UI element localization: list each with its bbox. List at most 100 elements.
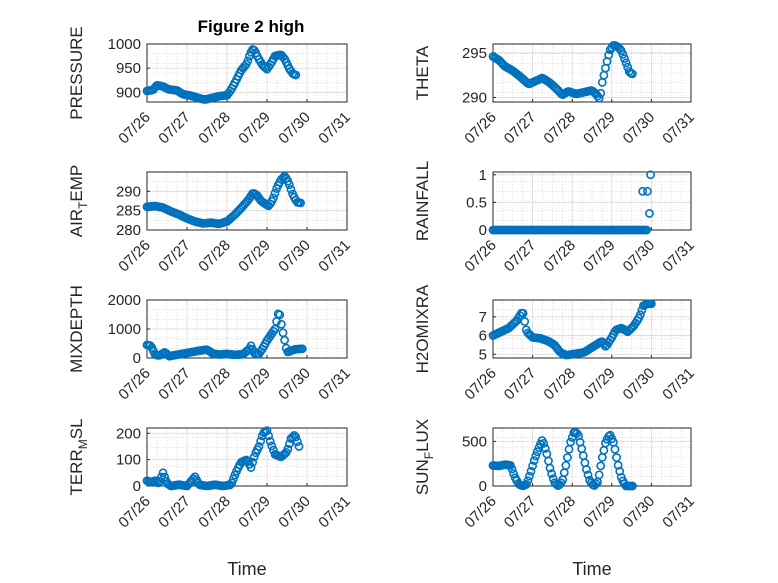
data-point [296,198,305,208]
data-point [262,426,272,436]
data-point [528,461,537,471]
data-point [523,476,533,486]
data-point [594,470,604,480]
x-tick-label: 07/30 [620,365,659,404]
subplot-rainfall: 0 0.5 1 07/26 07/27 07/28 07/29 07/30 07/31 RAINF… [413,161,698,276]
y-tick-label: 280 [116,222,141,239]
x-tick-label: 07/30 [275,109,314,148]
x-tick-label: 07/26 [461,109,500,148]
x-tick-label: 07/28 [540,109,579,148]
subplot-terr-msl: 0 100 200 07/26 07/27 07/28 07/29 07/30 07/31 TER… [67,418,354,579]
x-tick-label: 07/27 [155,109,194,148]
data-point [531,451,541,461]
data-point [642,225,652,235]
data-point [635,310,645,319]
x-tick-label: 07/31 [659,109,698,148]
data-point [645,209,654,218]
data-point [582,465,591,474]
data-point [596,461,606,471]
x-tick-label: 07/30 [275,237,314,276]
data-point [509,469,518,478]
data-point [545,463,555,473]
x-tick-label: 07/27 [501,493,540,532]
x-tick-label: 07/30 [620,237,659,276]
y-axis-label: SUNFLUX [413,419,436,495]
x-tick-label: 07/27 [501,365,540,404]
x-tick-label: 07/31 [315,109,354,148]
data-point [294,442,304,451]
y-tick-label: 1000 [108,36,141,53]
x-tick-label: 07/26 [461,365,500,404]
data-point [532,447,542,457]
y-tick-label: 950 [116,60,141,77]
x-tick-label: 07/27 [501,237,540,276]
y-tick-label: 290 [116,183,141,200]
y-tick-label: 2000 [108,292,141,309]
axes-frame [492,43,692,103]
data-point [604,50,614,60]
data-point [618,49,628,59]
data-point [286,184,296,194]
data-point [561,461,571,470]
data-point [291,70,301,80]
data-point [284,180,294,190]
data-point [291,432,301,442]
subplot-air-temp: 280 285 290 07/26 07/27 07/28 07/29 07/30 07/31 A… [67,165,354,276]
data-point [254,442,264,451]
subplot-h2o-mix-ratio: 56 7 07/26 07/27 07/28 07/29 07/30 07/31 H2OMIXR… [413,284,698,403]
y-tick-label: 285 [116,203,141,220]
data-point [620,54,629,64]
x-tick-label: 07/29 [580,237,619,276]
data-point [248,457,257,467]
figure-title: Figure 2 high [198,17,305,36]
x-tick-label: 07/27 [155,365,194,404]
x-tick-label: 07/28 [195,365,234,404]
x-tick-label: 07/28 [195,109,234,148]
data-point [280,335,289,345]
data-point [638,186,648,196]
y-axis-label: TERRMSL [67,418,90,495]
data-point [276,319,286,329]
y-axis-label: MIXDEPTH [67,285,86,373]
data-point [283,444,293,454]
subplot-theta: 290 295 07/26 07/27 07/28 07/29 07/30 07/31 THET… [413,41,698,148]
x-tick-label: 07/28 [195,493,234,532]
x-tick-label: 07/28 [540,493,579,532]
subplot-sun-flux: 0 500 07/26 07/27 07/28 07/29 07/30 07/31 SUNFLU… [413,419,698,579]
data-point [284,439,294,449]
y-tick-label: 5 [479,346,487,363]
data-point [610,444,620,454]
data-point [594,93,604,103]
x-tick-label: 07/31 [659,493,698,532]
axes-frame [146,43,348,103]
x-tick-label: 07/29 [235,493,274,532]
x-tick-label: 07/30 [275,493,314,532]
data-point [268,193,278,203]
data-point [613,460,623,470]
data-point [160,472,169,482]
x-tick-label: 07/30 [275,365,314,404]
data-point [267,441,277,451]
y-tick-label: 290 [462,90,487,107]
data-point [621,58,631,68]
data-point [520,317,530,326]
data-point [646,170,656,180]
y-axis-label: RAINFALL [413,161,432,241]
x-tick-label: 07/29 [580,365,619,404]
x-tick-label: 07/31 [315,365,354,404]
data-point [591,479,601,489]
data-point [518,308,528,318]
x-tick-label: 07/26 [461,237,500,276]
x-tick-label: 07/29 [580,109,619,148]
data-point [297,344,307,354]
data-point [566,437,576,447]
y-tick-label: 200 [116,425,141,442]
x-tick-label: 07/29 [580,493,619,532]
y-tick-label: 0 [479,222,487,239]
data-point [647,299,656,309]
data-point [615,466,625,476]
x-tick-label: 07/30 [620,493,659,532]
x-tick-label: 07/28 [195,237,234,276]
y-tick-label: 0 [479,478,487,495]
data-point [292,437,302,447]
